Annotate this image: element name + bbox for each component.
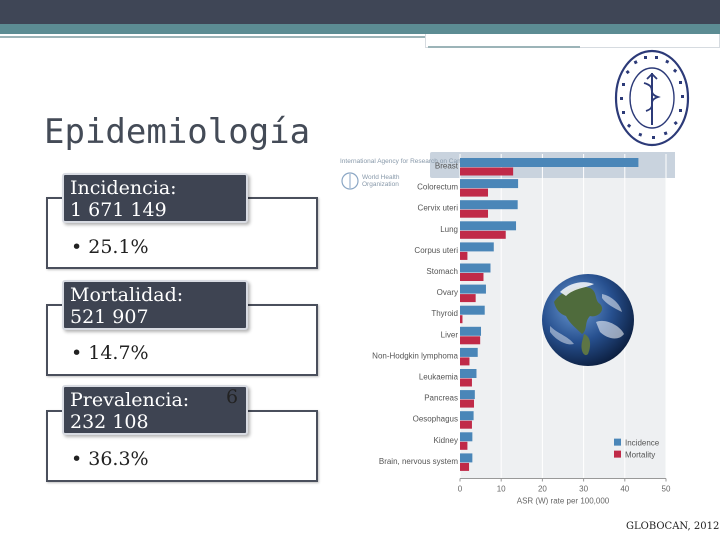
earth-globe-image (542, 274, 634, 366)
category-label: Non-Hodgkin lymphoma (372, 351, 458, 360)
mortality-bar (460, 230, 506, 239)
category-label: Oesophagus (413, 415, 458, 424)
category-label: Ovary (437, 288, 458, 297)
header-bar (0, 0, 720, 24)
prevalencia-label-value: 232 108 (70, 411, 149, 433)
slide-title: Epidemiología (44, 112, 311, 152)
incidencia-label-value: 1 671 149 (70, 199, 167, 221)
mortality-bar (460, 188, 489, 197)
incidence-bar (460, 453, 473, 463)
incidence-bar (460, 284, 486, 294)
mortalidad-label-title: Mortalidad: (70, 284, 184, 306)
category-label: Lung (440, 225, 458, 234)
mortality-bar (460, 167, 514, 176)
legend-swatch (614, 438, 621, 446)
x-axis-label: ASR (W) rate per 100,000 (517, 497, 610, 506)
incidence-bar (460, 390, 475, 400)
header-accent-bar (0, 24, 720, 34)
mortality-bar (460, 273, 484, 281)
category-label: Thyroid (431, 309, 458, 318)
incidence-bar (460, 158, 639, 167)
incidencia-label: Incidencia: 1 671 149 (62, 173, 248, 223)
incidence-bar (460, 326, 482, 336)
category-label: Brain, nervous system (379, 457, 458, 466)
category-label: Leukaemia (419, 373, 459, 382)
mortality-bar (460, 378, 472, 387)
prevalencia-label-title: Prevalencia: (70, 389, 190, 411)
incidencia-percent: • 25.1% (71, 236, 149, 258)
incidence-bar (460, 200, 518, 210)
legend-label: Incidence (625, 439, 660, 448)
incidence-bar (460, 347, 478, 357)
mortality-bar (460, 441, 468, 450)
mortality-bar (460, 251, 468, 260)
x-tick-label: 50 (662, 485, 671, 494)
legend-swatch (614, 450, 621, 458)
incidence-bar (460, 369, 477, 378)
mortality-bar (460, 336, 481, 345)
x-tick-label: 10 (497, 485, 506, 494)
stray-character: 6 (226, 386, 239, 408)
category-label: Kidney (434, 436, 458, 445)
x-tick-label: 0 (458, 485, 463, 494)
mortality-bar (460, 315, 463, 324)
mortalidad-label-value: 521 907 (70, 306, 149, 328)
header-rule-left (0, 36, 425, 38)
incidence-bar (460, 221, 517, 231)
incidence-bar (460, 242, 494, 252)
mortality-bar (460, 399, 475, 408)
incidencia-label-title: Incidencia: (70, 177, 177, 199)
category-label: Stomach (426, 267, 458, 276)
incidence-bar (460, 305, 485, 315)
x-tick-label: 30 (579, 485, 588, 494)
category-label: Breast (435, 162, 459, 171)
legend-label: Mortality (625, 451, 655, 460)
category-label: Corpus uteri (414, 246, 458, 255)
source-footnote: GLOBOCAN, 2012 (626, 521, 720, 532)
x-tick-label: 40 (620, 485, 629, 494)
category-label: Cervix uteri (418, 204, 459, 213)
prevalencia-percent: • 36.3% (71, 448, 149, 470)
incidence-bar (460, 179, 519, 189)
mortality-bar (460, 357, 470, 366)
incidence-bar (460, 432, 473, 442)
who-org-text: Organization (362, 181, 399, 188)
mortalidad-percent: • 14.7% (71, 342, 149, 364)
mortality-bar (460, 209, 489, 218)
mortality-bar (460, 462, 470, 471)
category-label: Liver (441, 330, 459, 339)
institute-seal-logo (614, 49, 690, 147)
mortalidad-label: Mortalidad: 521 907 (62, 280, 248, 330)
chart-header-text: International Agency for Research on Can… (340, 158, 471, 165)
who-logo-icon (341, 172, 359, 190)
mortality-bar (460, 420, 472, 429)
mortality-bar (460, 294, 476, 303)
incidence-bar (460, 263, 491, 273)
header-rule-right (428, 46, 580, 48)
category-label: Colorectum (417, 183, 458, 192)
x-tick-label: 20 (538, 485, 547, 494)
incidence-bar (460, 411, 474, 421)
category-label: Pancreas (424, 394, 458, 403)
prevalencia-label: Prevalencia: 232 108 (62, 385, 248, 435)
who-org-text: World Health (362, 174, 400, 181)
